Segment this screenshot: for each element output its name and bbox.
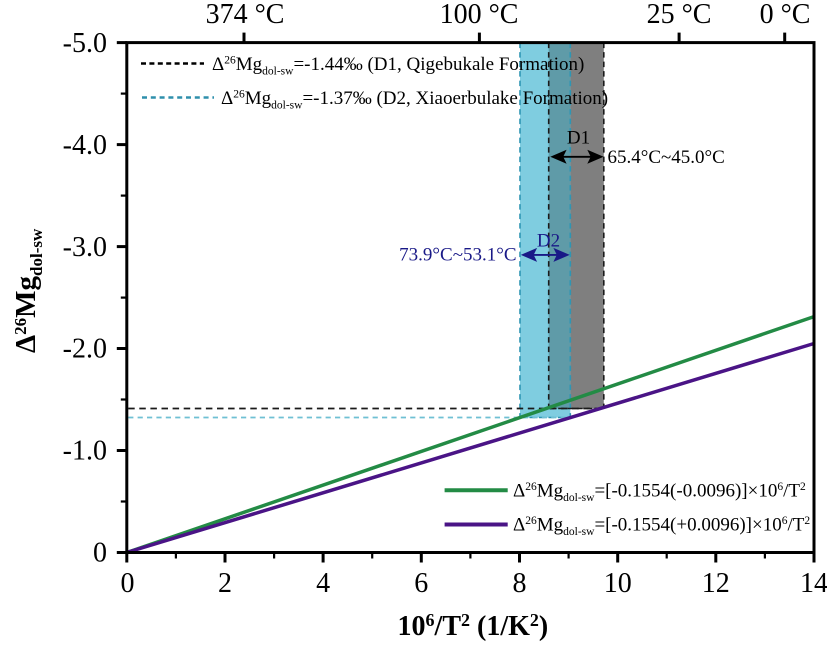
svg-text:6: 6 (414, 568, 428, 599)
svg-text:2: 2 (218, 568, 232, 599)
svg-text:73.9°C~53.1°C: 73.9°C~53.1°C (399, 245, 516, 266)
svg-text:-2.0: -2.0 (63, 334, 107, 365)
svg-text:-5.0: -5.0 (63, 28, 107, 59)
svg-text:100 °C: 100 °C (440, 0, 519, 30)
svg-text:-4.0: -4.0 (63, 130, 107, 161)
svg-text:374 °C: 374 °C (206, 0, 285, 30)
svg-text:4: 4 (316, 568, 330, 599)
svg-text:0: 0 (121, 568, 135, 599)
svg-text:12: 12 (702, 568, 730, 599)
svg-text:0: 0 (93, 538, 107, 569)
svg-text:-3.0: -3.0 (63, 232, 107, 263)
svg-text:8: 8 (513, 568, 527, 599)
svg-text:10: 10 (604, 568, 632, 599)
svg-text:0 °C: 0 °C (760, 0, 811, 30)
svg-text:D2: D2 (537, 231, 560, 252)
svg-text:-1.0: -1.0 (63, 436, 107, 467)
svg-text:25 °C: 25 °C (647, 0, 712, 30)
svg-text:Δ26Mgdol-sw=[-0.1554(-0.0096)]: Δ26Mgdol-sw=[-0.1554(-0.0096)]×106/T2 (513, 480, 806, 504)
svg-text:14: 14 (800, 568, 827, 599)
svg-text:106/T2 (1/K2): 106/T2 (1/K2) (398, 610, 549, 642)
svg-text:Δ26Mgdol-sw=-1.44‰ (D1, Qigebu: Δ26Mgdol-sw=-1.44‰ (D1, Qigebukale Forma… (212, 54, 584, 78)
svg-text:Δ26Mgdol-sw=-1.37‰ (D2, Xiaoer: Δ26Mgdol-sw=-1.37‰ (D2, Xiaoerbulake For… (221, 88, 608, 112)
svg-text:D1: D1 (567, 128, 590, 149)
svg-text:Δ26Mgdol-sw=[-0.1554(+0.0096)]: Δ26Mgdol-sw=[-0.1554(+0.0096)]×106/T2 (513, 515, 810, 539)
svg-text:65.4°C~45.0°C: 65.4°C~45.0°C (608, 147, 725, 168)
